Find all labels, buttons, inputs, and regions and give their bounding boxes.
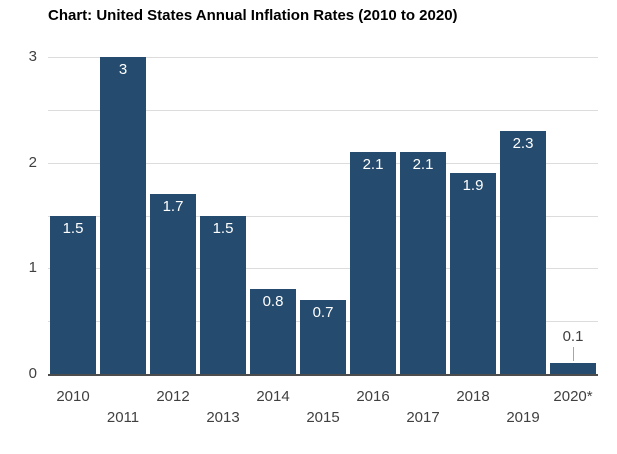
bar-value-label: 0.1 (562, 328, 584, 346)
plot-area: 1.5 3 1.7 1.5 0.8 0.7 2.1 2.1 1.9 2.3 0.1 (48, 57, 598, 376)
x-tick-label: 2018 (456, 388, 490, 405)
bar-value-label: 1.9 (462, 177, 484, 195)
x-tick-label: 2012 (156, 388, 190, 405)
bar-value-label: 3 (118, 61, 128, 78)
y-tick-label: 0 (28, 365, 37, 382)
bar-value-label: 0.7 (312, 304, 334, 322)
bar-2014: 0.8 (250, 289, 296, 374)
bar-2010: 1.5 (50, 215, 96, 374)
x-tick-label: 2011 (106, 409, 140, 426)
bar-2015: 0.7 (300, 300, 346, 374)
bar-2018: 1.9 (450, 173, 496, 374)
bar-2017: 2.1 (400, 152, 446, 374)
bar-2016: 2.1 (350, 152, 396, 374)
bar-value-label: 2.1 (412, 156, 434, 174)
x-axis-line (48, 374, 598, 376)
bar-value-label: 0.8 (262, 293, 284, 311)
bar-value-label: 1.7 (162, 198, 184, 216)
y-tick-label: 3 (28, 48, 37, 65)
gridline (48, 268, 598, 270)
bar-value-label: 2.1 (362, 156, 384, 174)
x-tick-label: 2020* (553, 388, 593, 405)
x-tick-label: 2016 (356, 388, 390, 405)
chart-title: Chart: United States Annual Inflation Ra… (48, 7, 458, 24)
x-tick-label: 2017 (406, 409, 440, 426)
x-tick-label: 2019 (506, 409, 540, 426)
bar-2012: 1.7 (150, 194, 196, 374)
bar-2013: 1.5 (200, 215, 246, 374)
y-tick-label: 1 (28, 259, 37, 277)
gridline (48, 109, 598, 111)
gridline (48, 162, 598, 164)
gridline (48, 215, 598, 217)
x-tick-label: 2014 (256, 388, 290, 405)
bar-2020 (550, 363, 596, 374)
gridline (48, 57, 598, 58)
label-leader-line (573, 347, 574, 362)
bar-value-label: 1.5 (212, 219, 234, 237)
x-tick-label: 2015 (306, 409, 340, 426)
x-tick-label: 2013 (206, 409, 240, 426)
x-tick-label: 2010 (56, 388, 90, 405)
bar-value-label: 1.5 (62, 219, 84, 237)
bar-2019: 2.3 (500, 130, 546, 374)
y-tick-label: 2 (28, 153, 37, 171)
bar-value-label: 2.3 (512, 134, 534, 152)
bar-2011: 3 (100, 57, 146, 374)
